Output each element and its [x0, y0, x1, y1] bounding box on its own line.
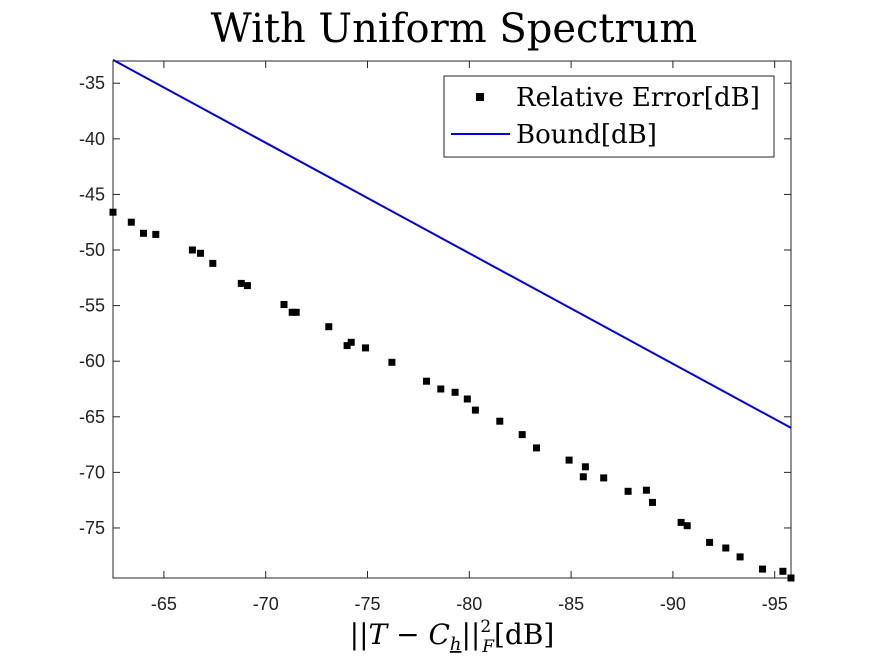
relative-error-point — [579, 473, 587, 481]
x-axis-label-unit: [dB] — [494, 618, 554, 651]
relative-error-point — [533, 444, 540, 452]
relative-error-point — [649, 498, 656, 506]
y-axis: -35 -40 -45 -50 -55 -60 -65 -70 -75 — [79, 73, 791, 538]
legend-label-relative-error: Relative Error[dB] — [516, 83, 760, 113]
y-tick-label: -65 — [79, 407, 105, 427]
relative-error-point — [706, 538, 714, 546]
x-axis: -65 -70 -75 -80 -85 -90 -95 — [151, 61, 788, 614]
relative-error-point — [152, 230, 160, 238]
x-axis-label-sup-2: 2 — [480, 617, 491, 637]
y-tick-label: -75 — [79, 518, 105, 538]
plot-area-frame — [112, 60, 792, 579]
y-tick-label: -50 — [79, 240, 105, 260]
relative-error-point — [325, 323, 333, 331]
relative-error-point — [451, 388, 459, 396]
relative-error-point — [722, 544, 730, 552]
chart-title: With Uniform Spectrum — [211, 6, 698, 52]
relative-error-series — [109, 208, 795, 582]
y-tick-label: -55 — [79, 296, 105, 316]
relative-error-point — [518, 431, 526, 439]
relative-error-point — [243, 282, 251, 290]
legend-label-bound: Bound[dB] — [516, 120, 657, 150]
relative-error-point — [388, 358, 396, 366]
relative-error-point — [209, 259, 217, 267]
relative-error-point — [471, 406, 479, 414]
relative-error-point — [347, 338, 355, 346]
x-tick-label: -90 — [660, 594, 686, 614]
legend: Relative Error[dB] Bound[dB] — [443, 75, 775, 158]
x-axis-label-minus: − — [387, 618, 428, 651]
relative-error-point — [642, 486, 650, 494]
relative-error-point — [787, 574, 795, 582]
relative-error-point — [288, 308, 296, 316]
x-axis-label-c: C — [428, 618, 449, 651]
x-axis-label: ||T − Ch||2 F[dB] — [350, 617, 555, 656]
relative-error-point — [197, 249, 204, 257]
x-axis-label-t: T — [369, 618, 390, 651]
relative-error-point — [683, 522, 691, 530]
x-tick-label: -95 — [762, 594, 788, 614]
relative-error-point — [581, 463, 589, 471]
relative-error-point — [127, 218, 135, 226]
relative-error-point — [624, 487, 632, 495]
x-axis-label-norm-open: || — [350, 618, 369, 651]
relative-error-point — [423, 377, 430, 385]
x-tick-label: -80 — [456, 594, 482, 614]
relative-error-point — [736, 553, 744, 561]
relative-error-point — [496, 417, 504, 425]
relative-error-point — [292, 308, 300, 316]
bound-line — [112, 59, 792, 429]
x-tick-label: -75 — [354, 594, 380, 614]
legend-marker-relative-error — [476, 93, 484, 101]
relative-error-point — [759, 565, 766, 573]
relative-error-point — [600, 474, 608, 482]
y-tick-label: -45 — [79, 184, 105, 204]
legend-box — [443, 75, 775, 158]
relative-error-point — [280, 301, 288, 308]
relative-error-point — [343, 342, 351, 350]
relative-error-point — [362, 344, 369, 352]
x-axis-label-sub-f: F — [481, 637, 495, 656]
x-axis-label-sub-h: h — [450, 634, 462, 655]
relative-error-point — [463, 395, 471, 403]
y-tick-label: -70 — [79, 462, 105, 482]
relative-error-point — [779, 567, 787, 575]
relative-error-point — [677, 518, 685, 526]
relative-error-point — [565, 456, 573, 464]
relative-error-point — [140, 229, 147, 237]
y-tick-label: -35 — [79, 73, 105, 93]
x-axis-label-norm-close: || — [462, 618, 481, 651]
x-tick-label: -85 — [558, 594, 584, 614]
relative-error-point — [237, 279, 245, 287]
relative-error-point — [437, 385, 445, 393]
relative-error-point — [188, 246, 196, 254]
relative-error-point — [109, 208, 117, 216]
x-tick-label: -65 — [151, 594, 177, 614]
y-tick-label: -40 — [79, 129, 105, 149]
y-tick-label: -60 — [79, 351, 105, 371]
bound-series — [112, 59, 792, 429]
x-tick-label: -70 — [253, 594, 279, 614]
